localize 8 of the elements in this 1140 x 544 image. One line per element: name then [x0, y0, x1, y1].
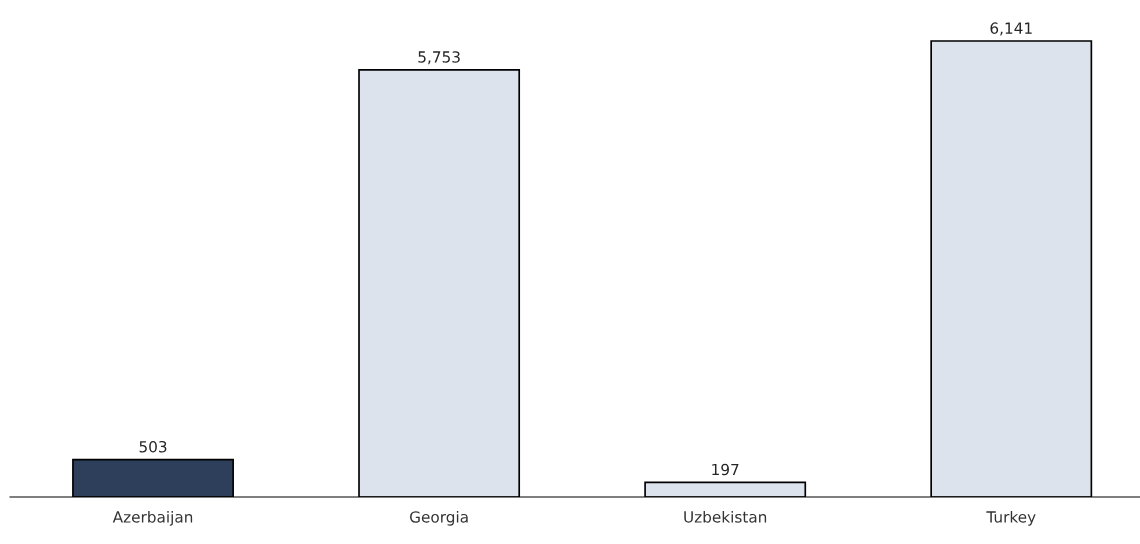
data-label: 503	[139, 440, 167, 453]
x-tick-label: Turkey	[986, 510, 1036, 526]
data-label: 197	[712, 463, 739, 476]
data-label: 6,141	[990, 22, 1032, 36]
x-tick-label: Uzbekistan	[684, 510, 767, 523]
data-label: 5,753	[418, 51, 460, 65]
x-tick-label: Georgia	[410, 510, 468, 526]
x-tick-label: Azerbaijan	[112, 510, 193, 526]
